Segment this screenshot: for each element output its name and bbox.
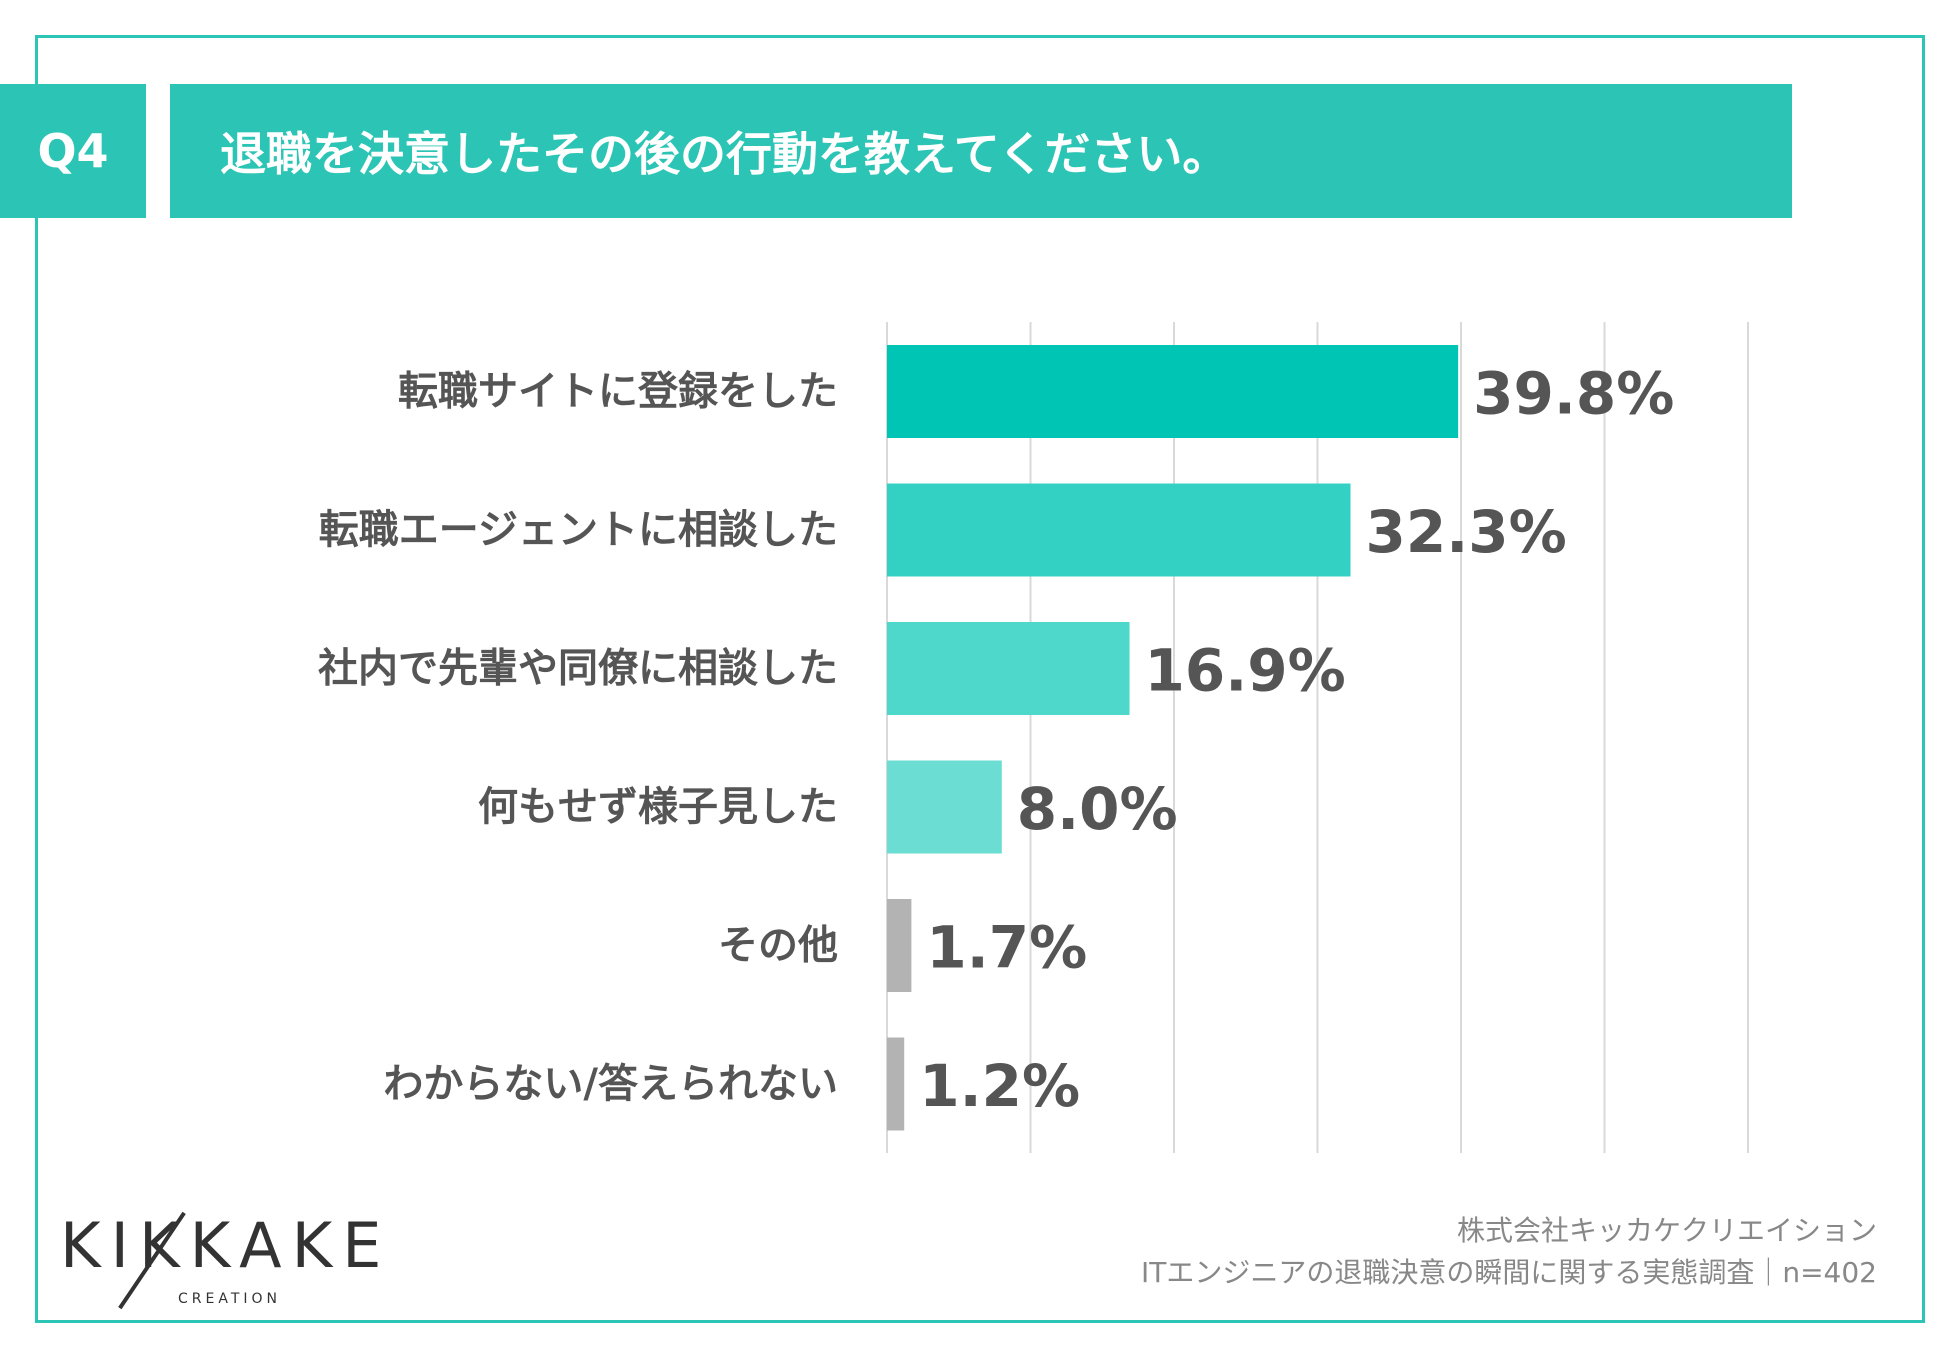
value-label: 16.9% bbox=[1145, 637, 1346, 705]
question-badge: Q4 bbox=[0, 84, 146, 218]
category-label: 社内で先輩や同僚に相談した bbox=[318, 646, 838, 692]
value-label: 1.2% bbox=[919, 1052, 1080, 1120]
kikkake-logo: KIKKAKE CREATION bbox=[60, 1209, 392, 1308]
bar bbox=[887, 760, 1002, 854]
bar bbox=[887, 1037, 905, 1131]
category-label: 何もせず様子見した bbox=[478, 784, 838, 830]
question-title: 退職を決意したその後の行動を教えてください。 bbox=[170, 84, 1792, 218]
value-label: 39.8% bbox=[1473, 360, 1674, 428]
category-label: 転職エージェントに相談した bbox=[319, 507, 838, 553]
value-label: 8.0% bbox=[1017, 775, 1178, 843]
bar bbox=[887, 345, 1459, 438]
bar bbox=[887, 899, 912, 992]
logo-subtitle: CREATION bbox=[178, 1291, 282, 1307]
category-label: その他 bbox=[718, 923, 838, 969]
value-label: 32.3% bbox=[1366, 498, 1567, 566]
credit-survey: ITエンジニアの退職決意の瞬間に関する実態調査｜n=402 bbox=[1140, 1256, 1877, 1289]
bar bbox=[887, 622, 1130, 715]
category-label: 転職サイトに登録をした bbox=[398, 369, 838, 415]
bar bbox=[887, 483, 1351, 577]
category-label: わからない/答えられない bbox=[383, 1061, 838, 1107]
survey-credit: 株式会社キッカケクリエイション ITエンジニアの退職決意の瞬間に関する実態調査｜… bbox=[1141, 1210, 1877, 1294]
chart-frame bbox=[35, 35, 1925, 1323]
value-label: 1.7% bbox=[926, 914, 1087, 982]
credit-company: 株式会社キッカケクリエイション bbox=[1456, 1214, 1877, 1247]
logo-wordmark: KIKKAKE bbox=[60, 1209, 392, 1282]
